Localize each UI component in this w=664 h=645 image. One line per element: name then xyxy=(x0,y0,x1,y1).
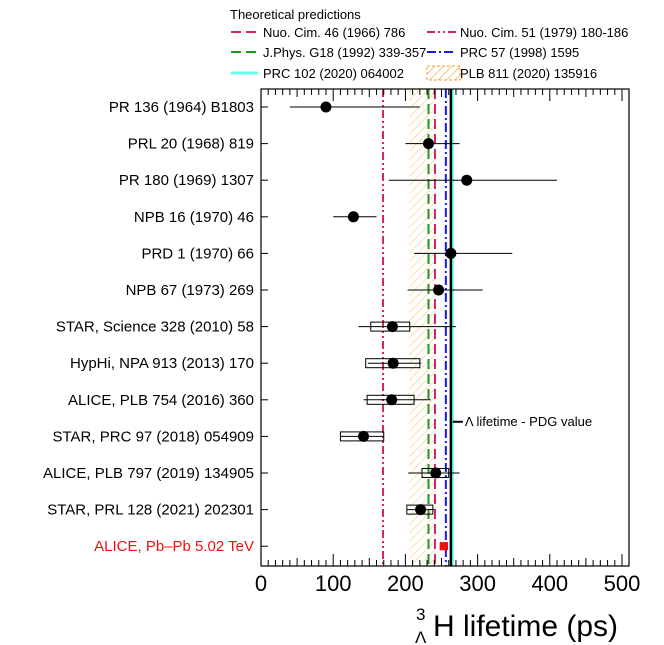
point-marker-2 xyxy=(461,174,473,186)
x-axis-title: H lifetime (ps) xyxy=(433,610,618,643)
x-tick-label-4: 400 xyxy=(531,571,568,596)
y-label-2: PR 180 (1969) 1307 xyxy=(119,172,254,189)
legend-label-5: PLB 811 (2020) 135916 xyxy=(460,66,597,81)
x-axis-title-sub: Λ xyxy=(415,628,427,645)
y-label-8: ALICE, PLB 754 (2016) 360 xyxy=(68,392,254,409)
x-tick-label-3: 300 xyxy=(459,571,496,596)
point-marker-5 xyxy=(433,284,445,296)
pdg-label: Λ lifetime - PDG value xyxy=(465,414,592,429)
plot-area: Λ lifetime - PDG value xyxy=(260,88,630,567)
legend-label-3: PRC 57 (1998) 1595 xyxy=(460,45,579,60)
point-marker-3 xyxy=(347,211,359,223)
legend-swatch-5 xyxy=(426,65,461,81)
point-marker-8 xyxy=(386,394,398,406)
legend-label-4: PRC 102 (2020) 064002 xyxy=(263,66,404,81)
y-label-5: NPB 67 (1973) 269 xyxy=(126,282,254,299)
legend: Nuo. Cim. 46 (1966) 786 Nuo. Cim. 51 (197… xyxy=(231,25,628,81)
y-label-4: PRD 1 (1970) 66 xyxy=(141,245,254,262)
legend-label-0: Nuo. Cim. 46 (1966) 786 xyxy=(263,25,405,40)
y-label-6: STAR, Science 328 (2010) 58 xyxy=(56,319,254,336)
y-label-3: NPB 16 (1970) 46 xyxy=(134,209,254,226)
y-label-12: ALICE, Pb–Pb 5.02 TeV xyxy=(94,538,254,555)
y-label-0: PR 136 (1964) B1803 xyxy=(109,99,254,116)
point-marker-12 xyxy=(439,542,448,551)
point-marker-4 xyxy=(445,247,457,259)
x-tick-label-5: 500 xyxy=(604,571,641,596)
theory-band-5 xyxy=(409,89,436,566)
y-labels: PR 136 (1964) B1803 PRL 20 (1968) 819 PR 1… xyxy=(43,99,268,555)
x-tick-label-2: 200 xyxy=(387,571,424,596)
legend-title: Theoretical predictions xyxy=(230,7,361,22)
point-marker-10 xyxy=(430,467,442,479)
legend-label-1: Nuo. Cim. 51 (1979) 180-186 xyxy=(460,25,628,40)
point-marker-6 xyxy=(386,321,398,333)
y-label-9: STAR, PRC 97 (2018) 054909 xyxy=(53,428,255,445)
plot-frame xyxy=(260,88,630,567)
x-axis-title-base: H lifetime (ps) xyxy=(433,610,618,643)
point-marker-7 xyxy=(387,357,399,369)
x-tick-label-1: 100 xyxy=(315,571,352,596)
x-axis: 0 100 200 300 400 500 xyxy=(255,89,640,596)
point-marker-11 xyxy=(415,504,427,516)
legend-label-2: J.Phys. G18 (1992) 339-357 xyxy=(263,45,426,60)
point-marker-9 xyxy=(358,430,370,442)
point-marker-1 xyxy=(423,138,435,150)
x-axis-title-sup: 3 xyxy=(416,605,425,624)
y-label-11: STAR, PRL 128 (2021) 202301 xyxy=(47,502,254,519)
y-label-1: PRL 20 (1968) 819 xyxy=(128,136,254,153)
y-label-10: ALICE, PLB 797 (2019) 134905 xyxy=(43,465,254,482)
y-label-7: HypHi, NPA 913 (2013) 170 xyxy=(70,355,254,372)
x-tick-label-0: 0 xyxy=(255,571,267,596)
point-marker-0 xyxy=(320,101,332,113)
